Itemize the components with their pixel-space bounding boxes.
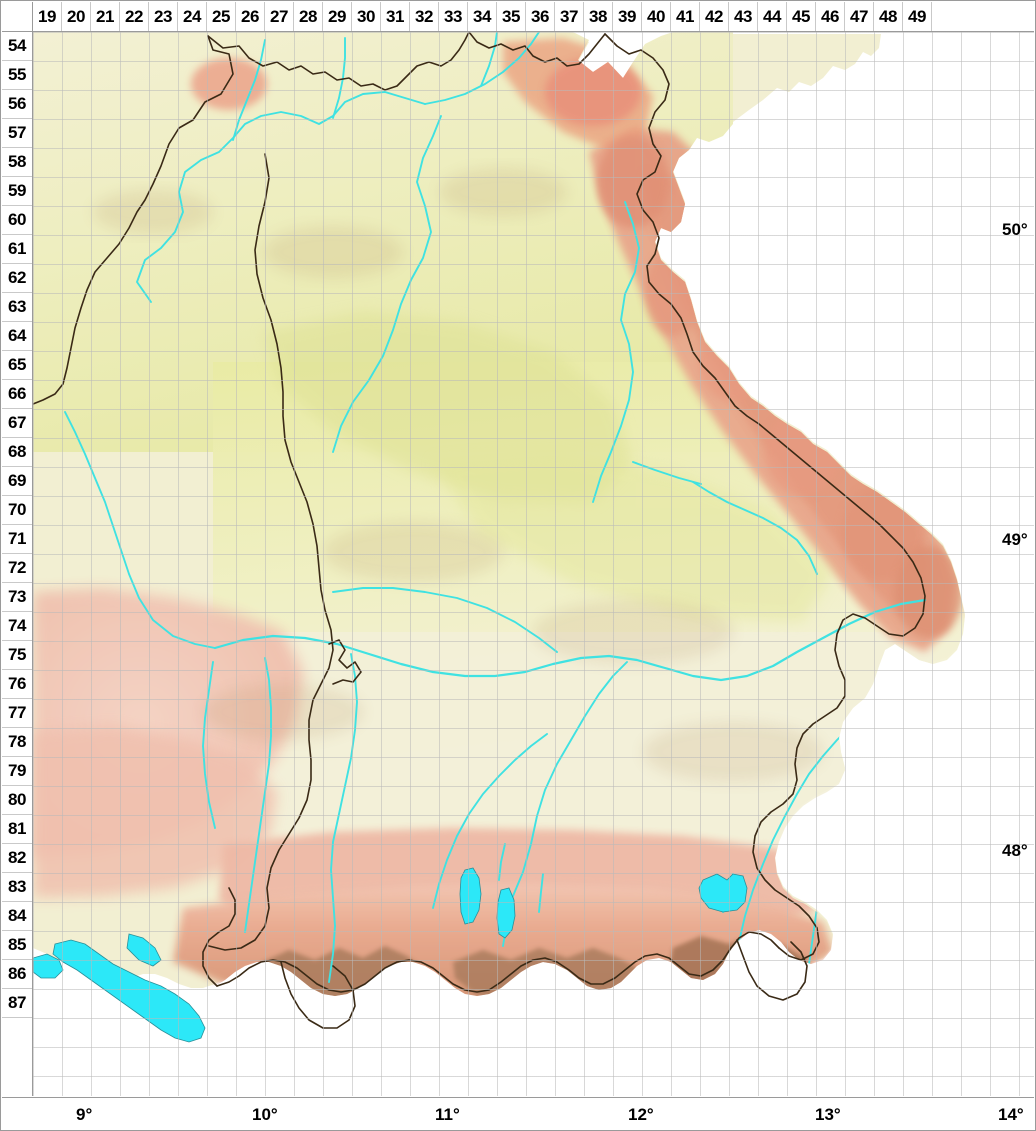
- row-header-80[interactable]: 80: [2, 786, 32, 815]
- row-header-57[interactable]: 57: [2, 119, 32, 148]
- row-header-65[interactable]: 65: [2, 351, 32, 380]
- row-header-66[interactable]: 66: [2, 380, 32, 409]
- row-header-85[interactable]: 85: [2, 931, 32, 960]
- row-header-55[interactable]: 55: [2, 61, 32, 90]
- row-header-68[interactable]: 68: [2, 438, 32, 467]
- column-header-27[interactable]: 27: [265, 2, 294, 31]
- row-header-63[interactable]: 63: [2, 293, 32, 322]
- column-header-20[interactable]: 20: [62, 2, 91, 31]
- column-header-40[interactable]: 40: [642, 2, 671, 31]
- column-header-24[interactable]: 24: [178, 2, 207, 31]
- row-header-58[interactable]: 58: [2, 148, 32, 177]
- map-canvas[interactable]: [33, 32, 1034, 1096]
- grid-corner-cell: [2, 2, 33, 32]
- column-header-30[interactable]: 30: [352, 2, 381, 31]
- longitude-axis: 9° 10° 11° 12° 13° 14°: [2, 1097, 1034, 1130]
- row-header-64[interactable]: 64: [2, 322, 32, 351]
- longitude-label-14: 14°: [998, 1105, 1024, 1124]
- longitude-label-12: 12°: [628, 1105, 654, 1124]
- terrain-svg: [33, 32, 965, 1043]
- column-header-41[interactable]: 41: [671, 2, 700, 31]
- column-header-32[interactable]: 32: [410, 2, 439, 31]
- column-header-31[interactable]: 31: [381, 2, 410, 31]
- column-header-23[interactable]: 23: [149, 2, 178, 31]
- row-header-74[interactable]: 74: [2, 612, 32, 641]
- row-header-86[interactable]: 86: [2, 960, 32, 989]
- column-header-22[interactable]: 22: [120, 2, 149, 31]
- column-header-26[interactable]: 26: [236, 2, 265, 31]
- grid-frame: 19 20 21 22 23 24 25 26 27 28 29 30 31 32 33 34 35 36 37 38…: [2, 2, 1034, 1096]
- row-header-72[interactable]: 72: [2, 554, 32, 583]
- row-header-60[interactable]: 60: [2, 206, 32, 235]
- column-header-34[interactable]: 34: [468, 2, 497, 31]
- longitude-label-9: 9°: [76, 1105, 93, 1124]
- column-header-46[interactable]: 46: [816, 2, 845, 31]
- row-header-column: 54 55 56 57 58 59 60 61 62 63 64 65 66 67 68 69 70 71 72 73…: [2, 32, 33, 1096]
- longitude-label-10: 10°: [252, 1105, 278, 1124]
- bavaria-landmass: [33, 32, 965, 1043]
- column-header-39[interactable]: 39: [613, 2, 642, 31]
- row-header-77[interactable]: 77: [2, 699, 32, 728]
- row-header-71[interactable]: 71: [2, 525, 32, 554]
- latitude-label-49: 49°: [1002, 530, 1028, 549]
- column-header-44[interactable]: 44: [758, 2, 787, 31]
- row-header-81[interactable]: 81: [2, 815, 32, 844]
- column-header-37[interactable]: 37: [555, 2, 584, 31]
- column-header-36[interactable]: 36: [526, 2, 555, 31]
- row-header-75[interactable]: 75: [2, 641, 32, 670]
- latitude-label-48: 48°: [1002, 841, 1028, 860]
- column-header-49[interactable]: 49: [903, 2, 932, 31]
- column-header-33[interactable]: 33: [439, 2, 468, 31]
- row-header-69[interactable]: 69: [2, 467, 32, 496]
- column-header-row: 19 20 21 22 23 24 25 26 27 28 29 30 31 32 33 34 35 36 37 38…: [33, 2, 1034, 32]
- row-header-76[interactable]: 76: [2, 670, 32, 699]
- column-header-29[interactable]: 29: [323, 2, 352, 31]
- column-header-45[interactable]: 45: [787, 2, 816, 31]
- row-header-84[interactable]: 84: [2, 902, 32, 931]
- column-header-28[interactable]: 28: [294, 2, 323, 31]
- longitude-label-13: 13°: [815, 1105, 841, 1124]
- column-header-43[interactable]: 43: [729, 2, 758, 31]
- column-header-35[interactable]: 35: [497, 2, 526, 31]
- column-header-25[interactable]: 25: [207, 2, 236, 31]
- row-header-70[interactable]: 70: [2, 496, 32, 525]
- row-header-62[interactable]: 62: [2, 264, 32, 293]
- row-header-82[interactable]: 82: [2, 844, 32, 873]
- column-header-pad: [932, 2, 961, 31]
- row-header-56[interactable]: 56: [2, 90, 32, 119]
- row-header-83[interactable]: 83: [2, 873, 32, 902]
- latitude-label-50: 50°: [1002, 220, 1028, 239]
- column-header-38[interactable]: 38: [584, 2, 613, 31]
- row-header-87[interactable]: 87: [2, 989, 32, 1018]
- column-header-47[interactable]: 47: [845, 2, 874, 31]
- column-header-42[interactable]: 42: [700, 2, 729, 31]
- row-header-54[interactable]: 54: [2, 32, 32, 61]
- row-header-61[interactable]: 61: [2, 235, 32, 264]
- column-header-19[interactable]: 19: [33, 2, 62, 31]
- row-header-79[interactable]: 79: [2, 757, 32, 786]
- column-header-21[interactable]: 21: [91, 2, 120, 31]
- row-header-59[interactable]: 59: [2, 177, 32, 206]
- row-header-73[interactable]: 73: [2, 583, 32, 612]
- column-header-48[interactable]: 48: [874, 2, 903, 31]
- longitude-label-11: 11°: [435, 1105, 460, 1124]
- row-header-78[interactable]: 78: [2, 728, 32, 757]
- row-header-67[interactable]: 67: [2, 409, 32, 438]
